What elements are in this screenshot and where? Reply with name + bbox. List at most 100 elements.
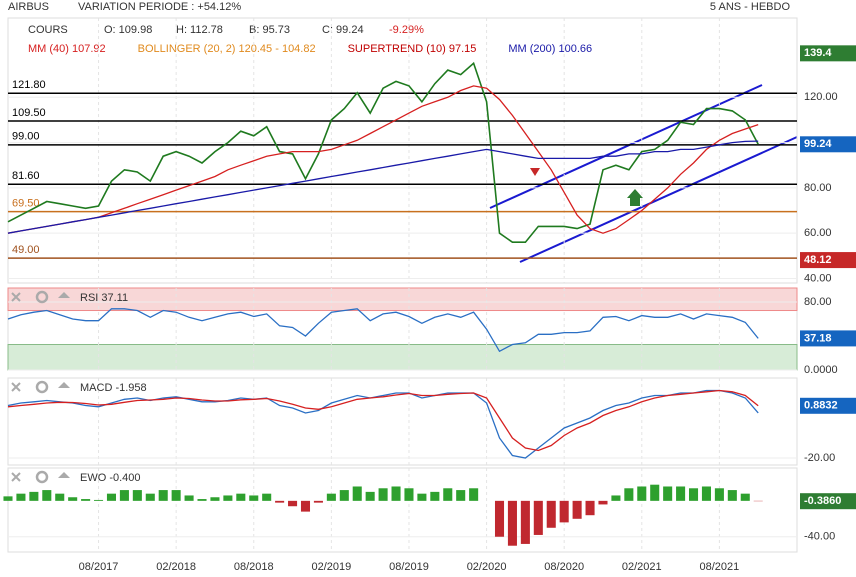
indicator: MM (200) 100.66 [508, 43, 592, 55]
bar [469, 488, 479, 501]
x-tick-label: 08/2019 [389, 561, 429, 573]
bar [119, 490, 129, 501]
price-tag [800, 493, 856, 510]
bar [29, 491, 39, 501]
x-tick-label: 08/2017 [79, 561, 119, 573]
bar [624, 488, 634, 501]
move-icon [58, 382, 70, 388]
panel-title: RSI 37.11 [80, 292, 128, 304]
x-tick-label: 08/2021 [700, 561, 740, 573]
panel-frame [7, 467, 798, 553]
panel-frame [7, 377, 798, 466]
close-icon [11, 472, 21, 482]
bar [3, 496, 13, 501]
price-tag [800, 136, 856, 153]
bar [352, 486, 362, 501]
panel-title: MACD -1.958 [80, 382, 147, 394]
low: B: 95.73 [249, 24, 290, 36]
sell-arrow [527, 166, 540, 176]
bar [494, 500, 505, 537]
price-tag-label: 99.24 [804, 138, 832, 150]
bar [637, 486, 647, 501]
level-label: 109.50 [12, 107, 46, 119]
bar [42, 490, 52, 501]
settings-icon [35, 470, 49, 484]
bar [313, 500, 323, 503]
level-label: 49.00 [12, 244, 40, 256]
bar [68, 497, 78, 501]
bar [158, 490, 168, 501]
overbought-zone [7, 287, 798, 312]
bar [288, 500, 298, 507]
y-tick-label: 120.00 [804, 91, 838, 103]
indicator: SUPERTREND (10) 97.15 [348, 43, 477, 55]
series-line [7, 389, 759, 452]
bar [417, 493, 427, 501]
bar [456, 490, 466, 501]
price-tag-label: 0.8832 [804, 400, 838, 412]
move-icon [58, 472, 70, 478]
price-tag [800, 397, 856, 414]
price-tag-label: -0.3860 [804, 495, 841, 507]
bar [740, 493, 750, 501]
bar [688, 488, 699, 501]
bar [339, 490, 349, 501]
bar [507, 500, 517, 546]
bar [55, 493, 65, 501]
bar [611, 495, 621, 501]
buy-arrow [627, 189, 643, 206]
bar [184, 495, 194, 501]
x-tick-label: 02/2019 [311, 561, 351, 573]
bar [262, 493, 272, 501]
series-line [7, 308, 759, 353]
bar [585, 500, 595, 516]
change: -9.29% [389, 24, 424, 36]
bar [210, 497, 220, 501]
series-line [7, 389, 759, 459]
indicator: MM (40) 107.92 [28, 43, 106, 55]
y-tick-label: 40.00 [804, 272, 832, 284]
bar [16, 493, 26, 501]
open: O: 109.98 [104, 24, 152, 36]
bar [520, 500, 530, 544]
x-tick-label: 02/2018 [156, 561, 196, 573]
series-line [7, 85, 759, 234]
y-tick-label: -40.00 [804, 531, 835, 543]
settings-icon [35, 290, 49, 304]
series-line [7, 61, 759, 243]
oversold-zone [7, 344, 798, 371]
bar [378, 488, 388, 501]
price-tag [800, 252, 856, 269]
indicator: BOLLINGER (20, 2) 120.45 - 104.82 [138, 43, 316, 55]
bar [546, 500, 556, 528]
x-tick-label: 02/2020 [467, 561, 507, 573]
level-label: 99.00 [12, 131, 40, 143]
bar [171, 490, 181, 501]
price-tag [800, 330, 856, 347]
bar [275, 500, 285, 503]
bar [650, 484, 660, 501]
bar [727, 490, 737, 501]
panel-frame [7, 17, 798, 284]
bar [300, 500, 311, 512]
price-tag-label: 37.18 [804, 332, 832, 344]
y-tick-label: 60.00 [804, 227, 832, 239]
bar [714, 488, 724, 501]
close-icon [11, 382, 21, 392]
variation: VARIATION PERIODE : +54.12% [78, 1, 241, 13]
bar [430, 491, 440, 501]
bar [223, 495, 233, 501]
x-tick-label: 02/2021 [622, 561, 662, 573]
bar [572, 500, 582, 519]
level-label: 121.80 [12, 79, 46, 91]
bar [701, 486, 711, 501]
level-label: 81.60 [12, 170, 40, 182]
quote-row: COURS O: 109.98 H: 112.78 B: 95.73 C: 99… [28, 24, 424, 36]
series-line [7, 140, 759, 234]
trend-channel [519, 136, 798, 263]
bar [365, 491, 375, 501]
bar [249, 495, 259, 501]
high: H: 112.78 [176, 24, 223, 36]
bar [132, 490, 142, 501]
level-label: 69.50 [12, 198, 40, 210]
